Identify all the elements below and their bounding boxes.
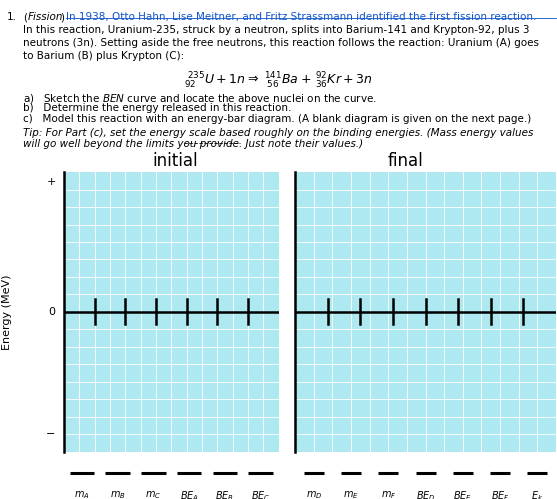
Text: $BE_C$: $BE_C$	[251, 489, 270, 499]
Text: Fission: Fission	[28, 12, 63, 22]
Text: $m_A$: $m_A$	[74, 489, 90, 499]
Text: (: (	[23, 12, 27, 22]
Text: $^{235}_{\!\!92}U + 1n \Rightarrow\ ^{141}_{\;56}Ba + ^{\;92}_{\;36}Kr + 3n$: $^{235}_{\!\!92}U + 1n \Rightarrow\ ^{14…	[185, 71, 372, 91]
Text: $BE_A$: $BE_A$	[180, 489, 199, 499]
Text: $m_C$: $m_C$	[145, 489, 162, 499]
Text: ): )	[61, 12, 65, 22]
Text: −: −	[46, 429, 56, 439]
Text: Energy (MeV): Energy (MeV)	[2, 274, 12, 350]
Text: $E_k$: $E_k$	[531, 489, 544, 499]
Text: 0: 0	[48, 307, 56, 317]
Text: b)   Determine the energy released in this reaction.: b) Determine the energy released in this…	[23, 103, 292, 113]
Text: $BE_B$: $BE_B$	[216, 489, 234, 499]
Text: final: final	[388, 152, 423, 170]
Text: $BE_F$: $BE_F$	[491, 489, 510, 499]
Text: initial: initial	[153, 152, 198, 170]
Text: $BE_D$: $BE_D$	[416, 489, 436, 499]
Text: 1.: 1.	[7, 12, 17, 22]
Text: +: +	[46, 177, 56, 187]
Text: $BE_E$: $BE_E$	[453, 489, 472, 499]
Text: $m_B$: $m_B$	[110, 489, 125, 499]
Text: to Barium (B) plus Krypton (C):: to Barium (B) plus Krypton (C):	[23, 51, 184, 61]
Text: $m_E$: $m_E$	[343, 489, 359, 499]
Text: $m_F$: $m_F$	[380, 489, 396, 499]
Text: In 1938, Otto Hahn, Lise Meitner, and Fritz Strassmann identified the first fiss: In 1938, Otto Hahn, Lise Meitner, and Fr…	[66, 12, 536, 22]
Text: c)   Model this reaction with an energy-bar diagram. (A blank diagram is given o: c) Model this reaction with an energy-ba…	[23, 114, 531, 124]
Text: a)   Sketch the $\mathit{BEN}$ curve and locate the above nuclei on the curve.: a) Sketch the $\mathit{BEN}$ curve and l…	[23, 92, 377, 105]
Text: In this reaction, Uranium-235, struck by a neutron, splits into Barium-141 and K: In this reaction, Uranium-235, struck by…	[23, 25, 530, 35]
Text: neutrons (3n). Setting aside the free neutrons, this reaction follows the reacti: neutrons (3n). Setting aside the free ne…	[23, 38, 539, 48]
Text: $m_D$: $m_D$	[306, 489, 322, 499]
Text: will go well beyond the limits you provide. Just note their values.): will go well beyond the limits you provi…	[23, 139, 364, 149]
Text: Tip: For Part (c), set the energy scale based roughly on the binding energies. (: Tip: For Part (c), set the energy scale …	[23, 128, 534, 138]
